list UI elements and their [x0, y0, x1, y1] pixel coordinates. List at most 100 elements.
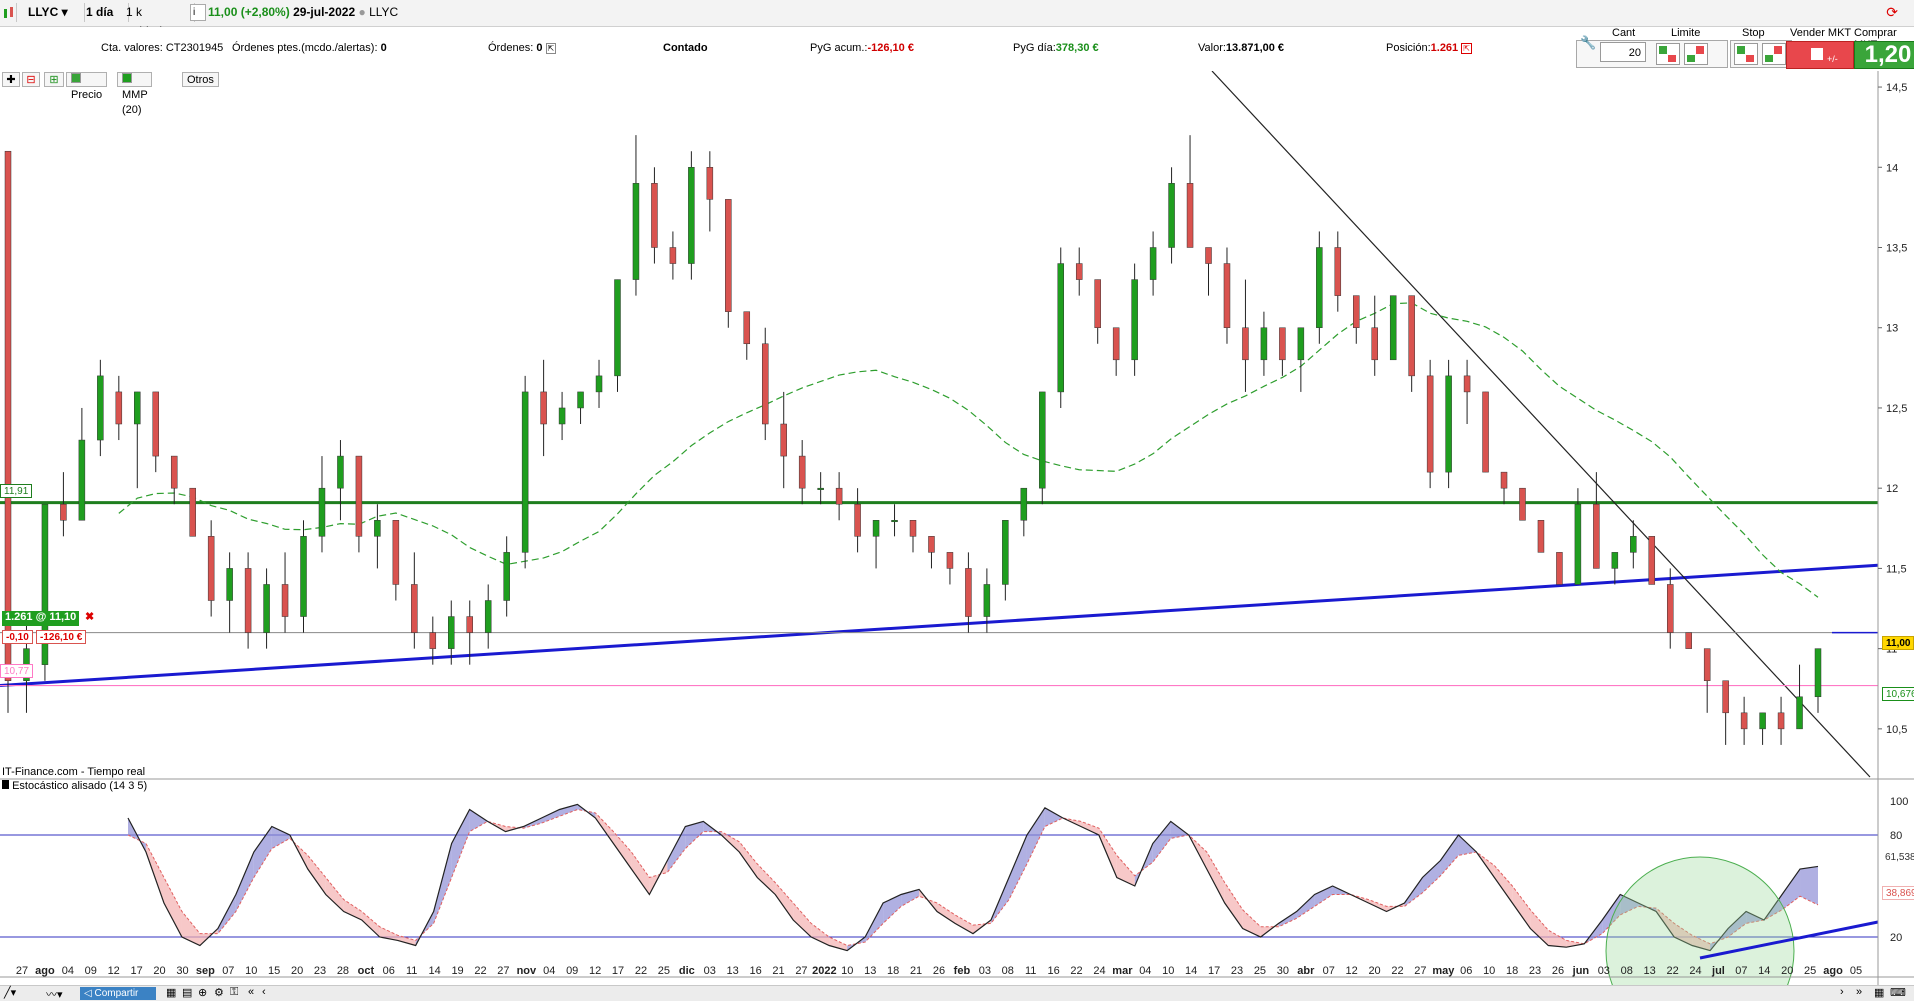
valor-label: Valor: — [1198, 42, 1226, 54]
close-position-icon[interactable]: ⇱ — [1461, 43, 1472, 54]
settings-icon[interactable]: ⚙ — [214, 987, 224, 999]
symbol-dropdown[interactable]: LLYC ▾ — [22, 3, 85, 22]
candle-body — [946, 552, 954, 569]
stoch-fill — [1548, 930, 1567, 948]
pnl-per-share: -0,10 — [2, 630, 33, 644]
date-label: nov — [517, 965, 537, 977]
draw-tool-icon[interactable]: ╱▾ — [4, 987, 17, 999]
candle-body — [1574, 503, 1582, 585]
rewind-icon[interactable]: « — [248, 986, 255, 998]
lock-icon[interactable]: ⚿ — [230, 986, 239, 998]
grid-icon[interactable]: ▦ — [1874, 987, 1885, 999]
date-label: 21 — [772, 965, 784, 977]
candle-body — [725, 199, 732, 312]
date-label: 25 — [1254, 965, 1266, 977]
quantity-input[interactable]: 20 — [1600, 42, 1646, 62]
stop-sell-icon[interactable] — [1762, 43, 1786, 65]
candle-body — [226, 568, 233, 601]
position-tag[interactable]: 1.261 @ 11,10 — [2, 611, 80, 626]
date-label: 13 — [727, 965, 739, 977]
date-label: 17 — [612, 965, 624, 977]
candle-body — [318, 487, 326, 537]
stoch-fill — [1512, 886, 1531, 929]
share-button[interactable]: ◁ Compartir — [80, 987, 156, 1000]
config-indicator-icon[interactable]: ⊞ — [44, 72, 64, 87]
scroll-left-icon[interactable]: ‹ — [262, 986, 266, 998]
date-label: 15 — [268, 965, 280, 977]
candle-body — [595, 375, 603, 393]
candle-body — [429, 632, 437, 649]
stoch-fill — [811, 923, 830, 946]
date-label: 10 — [1162, 965, 1174, 977]
date-label: 04 — [62, 965, 74, 977]
orders-info: Órdenes: 0 ⇱ — [488, 42, 557, 54]
stoch-fill — [1170, 821, 1189, 839]
save-icon[interactable]: ▦ — [166, 987, 177, 999]
stoch-fill — [1368, 899, 1387, 912]
stoch-fill — [1026, 807, 1045, 864]
refresh-icon[interactable]: ⟳ — [1886, 4, 1898, 20]
candle-body — [1630, 536, 1637, 553]
stoch-k-line — [127, 803, 1819, 952]
print-icon[interactable]: ▤ — [182, 987, 193, 999]
pyg-dia: PyG día:378,30 € — [1013, 42, 1099, 54]
price-chart[interactable]: 14,5 14 13,5 13 12,5 12 11,5 11 10,5 100 80 20 27 ago… — [0, 71, 1914, 985]
date-label: 12 — [1346, 965, 1358, 977]
price-tick-label: 14 — [1886, 162, 1898, 174]
zoom-icon[interactable]: ⊕ — [198, 987, 208, 999]
close-position-x-icon[interactable]: ✖ — [85, 611, 95, 623]
legend-mmp-label: MMP (20) — [122, 89, 148, 116]
wrench-icon[interactable]: 🔧 — [1580, 35, 1597, 50]
stoch-fill — [1224, 882, 1243, 929]
stoch-fill — [181, 911, 200, 946]
candle-body — [263, 584, 270, 633]
legend-precio[interactable]: Precio — [66, 72, 108, 101]
stoch-tick-label: 100 — [1890, 796, 1908, 808]
candle-body — [1112, 327, 1120, 361]
limit-sell-icon[interactable] — [1684, 43, 1708, 65]
ticker-label: LLYC — [369, 5, 399, 19]
keyboard-icon[interactable]: ⌨ — [1890, 987, 1906, 999]
fast-forward-icon[interactable]: » — [1856, 986, 1863, 998]
remove-indicator-icon[interactable]: ⊟ — [22, 72, 40, 87]
candle-body — [411, 584, 418, 633]
limit-buy-icon[interactable] — [1656, 43, 1680, 65]
chart-type-icon[interactable] — [2, 3, 17, 22]
scroll-right-icon[interactable]: › — [1840, 986, 1844, 998]
orders-link-icon[interactable]: ⇱ — [545, 43, 557, 54]
sell-market-button[interactable]: +/- — [1786, 41, 1854, 69]
stop-label: Stop — [1742, 27, 1765, 39]
add-indicator-icon[interactable]: ✚ — [2, 72, 20, 87]
stoch-fill — [469, 809, 488, 832]
mmp-swatch-icon — [122, 73, 132, 83]
buy-market-button[interactable]: 1,20 — [1854, 41, 1914, 69]
candle-body — [1408, 295, 1415, 377]
stop-buy-icon[interactable] — [1734, 43, 1758, 65]
candle-body — [780, 423, 787, 457]
candle-body — [1223, 263, 1231, 328]
mmp-line — [118, 302, 1819, 598]
candle-body — [1796, 696, 1803, 730]
date-label: 22 — [1391, 965, 1403, 977]
stoch-fill — [1422, 860, 1441, 893]
legend-otros[interactable]: Otros — [182, 72, 219, 87]
stoch-fill — [397, 935, 416, 946]
date-label: 27 — [16, 965, 28, 977]
candle-body — [4, 150, 12, 681]
candle-body — [355, 455, 363, 537]
last-price-tag: 11,00 — [1882, 636, 1914, 650]
stoch-fill — [775, 882, 794, 920]
units-dropdown[interactable]: 1 k unidades ▾ — [120, 3, 195, 38]
info-icon[interactable]: i — [190, 4, 206, 21]
mm-value-tag: 10,676 — [1882, 687, 1914, 701]
date-label: 06 — [1460, 965, 1472, 977]
price-tick-label: 12,5 — [1886, 403, 1907, 415]
legend-mmp[interactable]: MMP (20) — [117, 72, 153, 116]
date-label: 19 — [451, 965, 463, 977]
stoch-fill — [1458, 835, 1477, 856]
line-tool-icon[interactable]: 〰▾ — [46, 989, 63, 1001]
cta-info: Cta. valores: CT2301945 — [101, 42, 223, 54]
candle-body — [521, 391, 529, 553]
candle-body — [1279, 327, 1286, 361]
candle-body — [1666, 584, 1674, 633]
